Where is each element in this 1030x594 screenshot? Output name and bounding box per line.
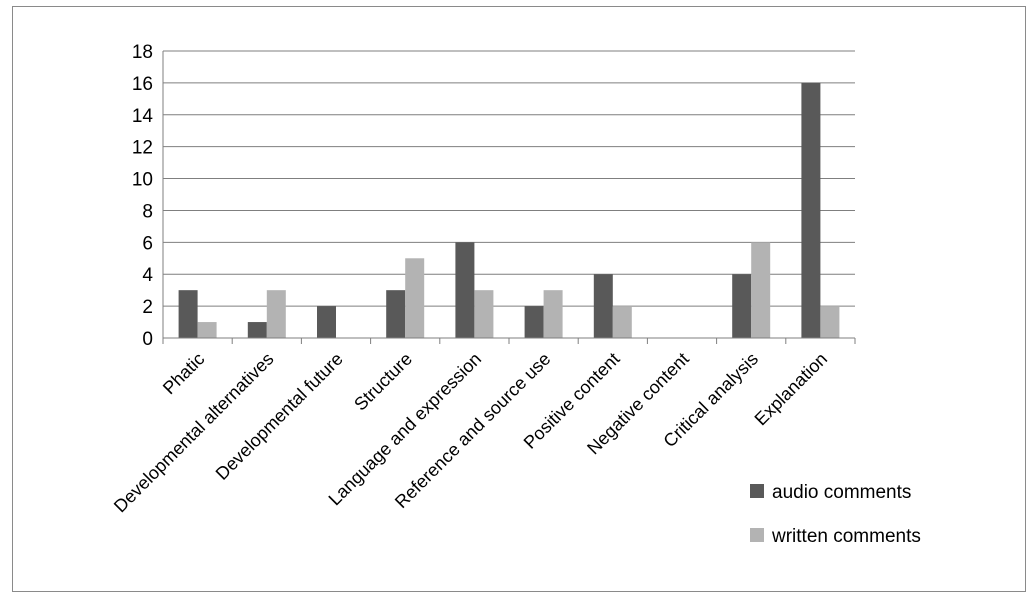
bar-written-comments bbox=[612, 306, 632, 338]
bar-written-comments bbox=[543, 290, 563, 338]
legend-label: audio comments bbox=[772, 482, 911, 503]
bar-written-comments bbox=[405, 258, 425, 338]
bar-audio-comments bbox=[732, 274, 752, 338]
y-tick-label: 18 bbox=[132, 42, 153, 63]
y-tick-label: 10 bbox=[132, 170, 153, 191]
bar-audio-comments bbox=[593, 274, 613, 338]
y-tick-label: 2 bbox=[142, 297, 153, 318]
y-tick-label: 8 bbox=[142, 201, 153, 222]
bar-written-comments bbox=[197, 322, 217, 338]
legend-swatch bbox=[750, 528, 764, 542]
legend-swatch bbox=[750, 484, 764, 498]
y-tick-label: 6 bbox=[142, 233, 153, 254]
y-tick-label: 12 bbox=[132, 138, 153, 159]
y-tick-labels: 0 2 4 6 8 10 12 14 16 18 bbox=[132, 42, 154, 350]
y-tick-label: 4 bbox=[142, 265, 153, 286]
bar-written-comments bbox=[266, 290, 286, 338]
bar-audio-comments bbox=[247, 322, 267, 338]
legend-label: written comments bbox=[771, 526, 921, 547]
bar-audio-comments bbox=[386, 290, 406, 338]
axes bbox=[162, 51, 856, 344]
bar-audio-comments bbox=[317, 306, 336, 338]
bar-written-comments bbox=[820, 306, 840, 338]
category-label: Structure bbox=[350, 349, 416, 415]
category-label: Phatic bbox=[159, 349, 209, 399]
bar-audio-comments bbox=[801, 82, 821, 338]
bar-written-comments bbox=[474, 290, 494, 338]
category-label: Developmental future bbox=[212, 349, 347, 484]
legend: audio comments written comments bbox=[750, 482, 921, 547]
bar-audio-comments bbox=[455, 242, 475, 338]
bars bbox=[178, 82, 840, 338]
category-label: Explanation bbox=[751, 349, 832, 430]
bar-written-comments bbox=[751, 242, 771, 338]
y-tick-label: 0 bbox=[142, 329, 153, 350]
bar-audio-comments bbox=[524, 306, 544, 338]
y-tick-label: 14 bbox=[132, 106, 154, 127]
bar-audio-comments bbox=[178, 290, 198, 338]
y-tick-label: 16 bbox=[132, 74, 153, 95]
